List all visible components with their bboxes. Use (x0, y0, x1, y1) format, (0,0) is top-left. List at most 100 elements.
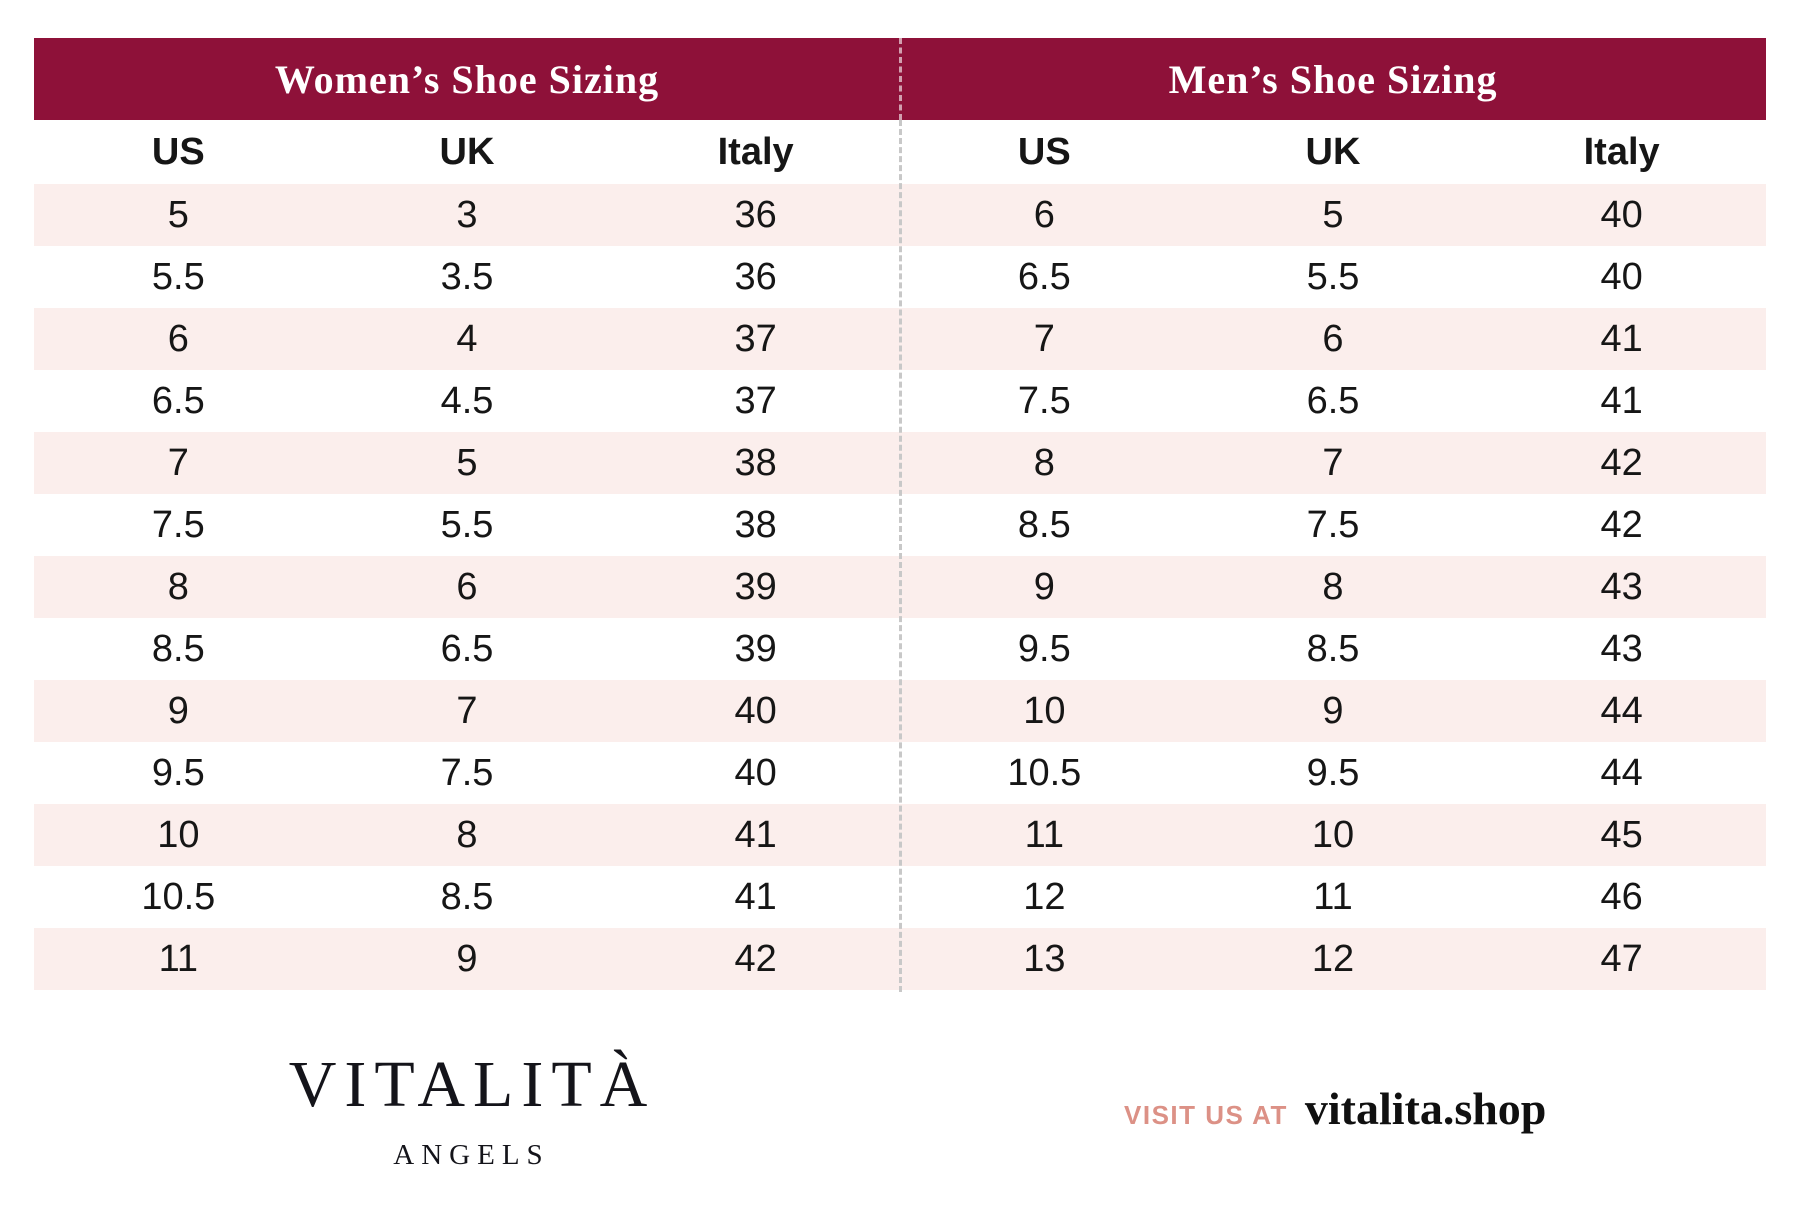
table-cell: 41 (1600, 380, 1643, 422)
table-cell: 44 (1600, 752, 1643, 794)
table-cell: 37 (734, 318, 777, 360)
chart-header-bar: Women’s Shoe Sizing Men’s Shoe Sizing (34, 38, 1766, 120)
table-cell: 45 (1600, 814, 1643, 856)
table-cell: 40 (734, 690, 777, 732)
table-cell: 7 (456, 690, 478, 732)
table-row: 9.5 8.5 43 (900, 618, 1766, 680)
table-cell: 7 (1033, 318, 1055, 360)
table-cell: 47 (1600, 938, 1643, 980)
table-row: 8 7 42 (900, 432, 1766, 494)
table-cell: 39 (734, 628, 777, 670)
table-cell: 4.5 (440, 380, 494, 422)
table-cell: 6.5 (151, 380, 205, 422)
column-header-us: US (900, 120, 1189, 184)
table-row: 7 5 38 (34, 432, 900, 494)
divider-on-rows (899, 120, 902, 992)
table-row: 6 4 37 (34, 308, 900, 370)
table-row: 7.5 5.5 38 (34, 494, 900, 556)
table-cell: 10 (1311, 814, 1355, 856)
visit-us-label: VISIT US AT (1124, 1100, 1288, 1130)
table-cell: 40 (1600, 256, 1643, 298)
table-cell: 5 (456, 442, 478, 484)
table-row: 6.5 4.5 37 (34, 370, 900, 432)
table-cell: 11 (1313, 876, 1353, 918)
table-row: 8.5 7.5 42 (900, 494, 1766, 556)
table-cell: 4 (456, 318, 478, 360)
men-section-header: Men’s Shoe Sizing (900, 38, 1766, 120)
table-cell: 8 (1033, 442, 1055, 484)
table-cell: 42 (734, 938, 777, 980)
table-cell: 5.5 (1306, 256, 1360, 298)
table-row: 9 7 40 (34, 680, 900, 742)
table-row: 8 6 39 (34, 556, 900, 618)
table-row: 8.5 6.5 39 (34, 618, 900, 680)
website-url[interactable]: vitalita.shop (1304, 1083, 1547, 1134)
table-cell: 11 (158, 938, 199, 980)
table-cell: 10 (1023, 690, 1066, 732)
table-row: 6 5 40 (900, 184, 1766, 246)
column-header-row: US UK Italy (900, 120, 1766, 184)
table-cell: 9 (167, 690, 189, 732)
table-cell: 9.5 (1306, 752, 1360, 794)
table-cell: 8 (167, 566, 189, 608)
table-cell: 7 (167, 442, 189, 484)
table-cell: 5 (167, 194, 189, 236)
column-header-uk: UK (1188, 120, 1478, 184)
table-cell: 9 (1322, 690, 1344, 732)
table-cell: 8.5 (151, 628, 205, 670)
table-cell: 9 (1033, 566, 1055, 608)
men-section-title: Men’s Shoe Sizing (1168, 56, 1498, 102)
column-header-italy: Italy (611, 120, 900, 184)
table-cell: 3 (456, 194, 478, 236)
table-cell: 8 (1322, 566, 1344, 608)
table-row: 13 12 47 (900, 928, 1766, 990)
table-cell: 37 (734, 380, 777, 422)
table-cell: 36 (734, 194, 777, 236)
men-table-head: US UK Italy (900, 120, 1766, 184)
table-row: 7 6 41 (900, 308, 1766, 370)
shoe-size-chart: Women’s Shoe Sizing Men’s Shoe Sizing US… (34, 38, 1766, 992)
table-cell: 40 (1600, 194, 1643, 236)
table-cell: 10.5 (1007, 752, 1082, 794)
table-cell: 6 (167, 318, 189, 360)
men-size-table: US UK Italy 6 5 40 6.5 5.5 40 7 6 41 7.5 6.5 41 8 7 42… (900, 120, 1766, 990)
table-row: 5 3 36 (34, 184, 900, 246)
table-cell: 5.5 (440, 504, 494, 546)
table-row: 7.5 6.5 41 (900, 370, 1766, 432)
table-row: 10 8 41 (34, 804, 900, 866)
table-cell: 7.5 (1306, 504, 1360, 546)
table-cell: 42 (1600, 504, 1643, 546)
table-cell: 9 (456, 938, 478, 980)
table-cell: 8.5 (1306, 628, 1360, 670)
table-cell: 41 (734, 876, 777, 918)
website-callout: VISIT US AT vitalita.shop (1124, 1082, 1546, 1135)
women-table-body: 5 3 36 5.5 3.5 36 6 4 37 6.5 4.5 37 7 5 38 7.5 5.5 38 8 6 39… (34, 184, 900, 990)
table-cell: 6 (1322, 318, 1344, 360)
table-cell: 12 (1023, 876, 1066, 918)
table-cell: 43 (1600, 628, 1643, 670)
women-table-head: US UK Italy (34, 120, 900, 184)
divider-on-header (899, 38, 902, 120)
column-header-us: US (34, 120, 323, 184)
table-cell: 5 (1322, 194, 1344, 236)
table-row: 9.5 7.5 40 (34, 742, 900, 804)
table-row: 9 8 43 (900, 556, 1766, 618)
table-cell: 10.5 (141, 876, 216, 918)
table-cell: 6 (1033, 194, 1055, 236)
men-table-body: 6 5 40 6.5 5.5 40 7 6 41 7.5 6.5 41 8 7 42 8.5 7.5 42 9 8 43… (900, 184, 1766, 990)
table-row: 10.5 8.5 41 (34, 866, 900, 928)
brand-subtitle: ANGELS (393, 1139, 550, 1171)
table-cell: 8.5 (440, 876, 494, 918)
size-tables: US UK Italy 5 3 36 5.5 3.5 36 6 4 37 6.5 4.5 37 7 5 38… (34, 120, 1766, 990)
table-cell: 8 (456, 814, 478, 856)
table-cell: 6 (456, 566, 478, 608)
table-cell: 44 (1600, 690, 1643, 732)
table-cell: 36 (734, 256, 777, 298)
table-cell: 40 (734, 752, 777, 794)
table-cell: 7.5 (440, 752, 494, 794)
column-header-italy: Italy (1477, 120, 1766, 184)
table-cell: 6.5 (440, 628, 494, 670)
table-cell: 7.5 (1017, 380, 1071, 422)
table-cell: 43 (1600, 566, 1643, 608)
